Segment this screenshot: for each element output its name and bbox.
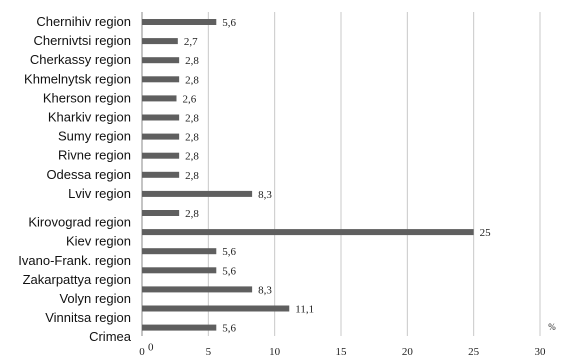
category-label: Vinnitsa region (45, 310, 131, 325)
bar-value-label: 2,8 (185, 74, 199, 86)
category-label: Kirovograd region (28, 215, 131, 230)
bar-value-label: 8,3 (258, 189, 272, 201)
bar-value-label: 5,6 (222, 323, 236, 335)
bar (142, 152, 180, 159)
category-label: Zakarpattya region (23, 272, 131, 287)
bar-value-label: 2,8 (185, 170, 199, 182)
category-label: Odessa region (46, 167, 131, 182)
value-labels: 5,6 2,7 2,8 2,8 2,6 2,8 2,8 2,8 2,8 8,3 2,8 25 5,6 5,… (148, 17, 491, 354)
bar (142, 305, 290, 312)
category-label: Kiev region (66, 234, 131, 249)
bar (142, 190, 253, 197)
bar-value-label: 5,6 (222, 265, 236, 277)
bars (142, 19, 474, 331)
category-label: Chernivtsi region (33, 33, 131, 48)
bar (142, 133, 180, 140)
bar-value-label: 25 (480, 227, 492, 239)
x-tick-label: 15 (336, 346, 348, 358)
bar-value-label: 2,8 (185, 132, 199, 144)
bar-value-label: 2,8 (185, 151, 199, 163)
category-label: Cherkassy region (30, 52, 131, 67)
x-tick-label: 30 (535, 346, 547, 358)
category-label: Kharkiv region (48, 110, 131, 125)
category-label: Volyn region (59, 291, 131, 306)
bar (142, 248, 217, 255)
bar (142, 114, 180, 121)
bar-value-label: 5,6 (222, 246, 236, 258)
category-label: Crimea (89, 329, 132, 344)
category-label: Sumy region (58, 129, 131, 144)
category-label: Rivne region (58, 148, 131, 163)
category-labels: Chernihiv region Chernivtsi region Cherkas… (18, 14, 131, 344)
bar (142, 57, 180, 64)
bar (142, 171, 180, 178)
bar-value-label: 8,3 (258, 284, 272, 296)
bar-value-label: 2,6 (182, 93, 196, 105)
bar (142, 76, 180, 83)
bar (142, 19, 217, 25)
bar (142, 286, 253, 293)
grid-lines (141, 12, 541, 336)
x-tick-label: 25 (468, 346, 480, 358)
category-label: Chernihiv region (36, 14, 131, 29)
bar (142, 38, 178, 45)
bar-value-label: 2,8 (185, 113, 199, 125)
bar (142, 324, 217, 331)
x-tick-labels: 0 5 10 15 20 25 30 (139, 346, 546, 358)
x-tick-label: 5 (206, 346, 212, 358)
bar-value-label: 11,1 (295, 304, 314, 316)
bar (142, 229, 474, 236)
bar (142, 95, 177, 102)
bar-value-label: 5,6 (222, 17, 236, 29)
bar-value-label: 0 (148, 342, 154, 354)
x-unit-label: % (548, 322, 556, 332)
category-label: Khmelnytsk region (24, 71, 131, 86)
bar-value-label: 2,8 (185, 208, 199, 220)
x-tick-label: 20 (402, 346, 414, 358)
bar-value-label: 2,8 (185, 55, 199, 67)
x-tick-label: 10 (269, 346, 281, 358)
category-label: Ivano-Frank. region (18, 253, 131, 268)
bar (142, 267, 217, 274)
bar-value-label: 2,7 (184, 36, 198, 48)
bar (142, 210, 180, 216)
category-label: Lviv region (68, 186, 131, 201)
x-tick-label: 0 (139, 346, 145, 358)
category-label: Kherson region (43, 90, 131, 105)
